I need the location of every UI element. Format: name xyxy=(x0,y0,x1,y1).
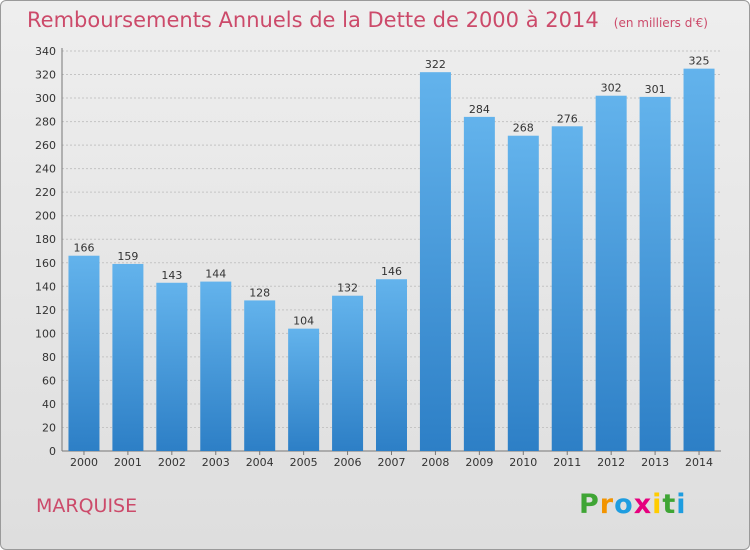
x-tick-label: 2014 xyxy=(685,456,713,469)
y-tick-label: 220 xyxy=(35,186,56,199)
y-tick-label: 60 xyxy=(42,374,56,387)
bar xyxy=(200,281,232,451)
x-tick-label: 2011 xyxy=(553,456,581,469)
y-tick-label: 20 xyxy=(42,421,56,434)
x-tick-label: 2013 xyxy=(641,456,669,469)
bar-value-label: 146 xyxy=(381,265,402,278)
x-tick-label: 2002 xyxy=(158,456,186,469)
proxiti-logo: Proxiti xyxy=(579,489,687,520)
y-tick-label: 340 xyxy=(35,45,56,58)
bar-value-label: 166 xyxy=(73,242,94,255)
x-tick-label: 2005 xyxy=(290,456,318,469)
y-tick-label: 200 xyxy=(35,210,56,223)
bar xyxy=(595,95,627,452)
bar xyxy=(639,96,671,451)
bar-value-label: 144 xyxy=(205,268,226,281)
y-tick-label: 120 xyxy=(35,304,56,317)
bar xyxy=(68,255,100,451)
y-tick-label: 0 xyxy=(49,445,56,458)
title-row: Remboursements Annuels de la Dette de 20… xyxy=(27,8,708,32)
bar-value-label: 322 xyxy=(425,58,446,71)
x-tick-label: 2003 xyxy=(202,456,230,469)
chart-title: Remboursements Annuels de la Dette de 20… xyxy=(27,8,599,32)
logo-letter: i xyxy=(652,489,663,520)
y-tick-label: 280 xyxy=(35,116,56,129)
bar-value-label: 132 xyxy=(337,282,358,295)
logo-letter: x xyxy=(633,489,653,520)
bar-value-label: 284 xyxy=(469,103,490,116)
logo-letter: P xyxy=(579,489,600,520)
bar xyxy=(419,72,451,452)
x-tick-label: 2010 xyxy=(509,456,537,469)
bar xyxy=(463,116,495,451)
bar xyxy=(507,135,539,452)
y-tick-label: 180 xyxy=(35,233,56,246)
x-tick-label: 2007 xyxy=(378,456,406,469)
logo-letter: o xyxy=(614,489,634,520)
bar xyxy=(551,126,583,451)
y-tick-label: 320 xyxy=(35,69,56,82)
x-tick-label: 2012 xyxy=(597,456,625,469)
y-tick-label: 300 xyxy=(35,92,56,105)
bar xyxy=(288,328,320,451)
y-tick-label: 140 xyxy=(35,280,56,293)
x-tick-label: 2006 xyxy=(334,456,362,469)
bar xyxy=(376,279,407,451)
bar xyxy=(683,68,715,451)
y-tick-label: 100 xyxy=(35,327,56,340)
location-name: MARQUISE xyxy=(36,495,138,517)
x-tick-label: 2000 xyxy=(70,456,98,469)
logo-letter: i xyxy=(676,489,687,520)
logo-letter: t xyxy=(662,489,677,520)
chart-unit-note: (en milliers d'€) xyxy=(613,16,708,30)
bar-value-label: 159 xyxy=(117,250,138,263)
x-tick-label: 2009 xyxy=(465,456,493,469)
bar-value-label: 302 xyxy=(601,82,622,95)
x-tick-label: 2004 xyxy=(246,456,274,469)
bar-value-label: 143 xyxy=(161,269,182,282)
bar-value-label: 325 xyxy=(689,55,710,68)
bar xyxy=(112,263,144,451)
y-tick-label: 40 xyxy=(42,398,56,411)
bar-value-label: 301 xyxy=(645,83,666,96)
x-tick-label: 2001 xyxy=(114,456,142,469)
y-tick-label: 160 xyxy=(35,257,56,270)
y-tick-label: 260 xyxy=(35,139,56,152)
bar-value-label: 104 xyxy=(293,315,314,328)
bar-value-label: 276 xyxy=(557,112,578,125)
logo-letter: r xyxy=(599,489,615,520)
bar xyxy=(156,282,188,451)
x-tick-label: 2008 xyxy=(421,456,449,469)
bar-value-label: 268 xyxy=(513,122,534,135)
y-tick-label: 240 xyxy=(35,163,56,176)
bar-value-label: 128 xyxy=(249,286,270,299)
bar xyxy=(244,300,276,451)
bar xyxy=(332,295,364,451)
y-tick-label: 80 xyxy=(42,351,56,364)
